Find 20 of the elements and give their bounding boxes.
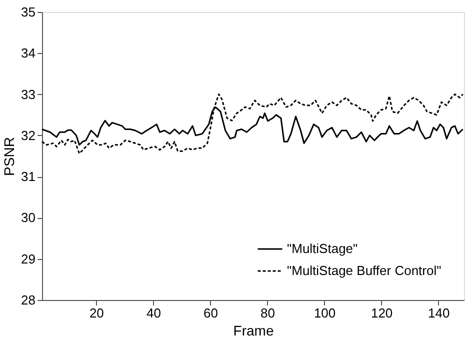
y-tick-label: 29: [21, 251, 36, 266]
y-axis-title: PSNR: [1, 137, 18, 176]
x-tick-label: 100: [314, 306, 336, 320]
y-tick-label: 28: [21, 292, 36, 308]
y-tick-label: 35: [21, 4, 36, 20]
line-series: [41, 94, 464, 154]
x-tick-label: 40: [146, 306, 161, 320]
y-tick-label: 33: [21, 86, 36, 102]
legend-label: "MultiStage Buffer Control": [287, 263, 442, 278]
y-tick-label: 32: [21, 128, 36, 143]
y-tick-label: 31: [21, 169, 36, 184]
x-tick-label: 120: [370, 306, 393, 320]
x-tick-label: 80: [260, 306, 275, 320]
legend-label: "MultiStage": [287, 241, 358, 256]
x-tick-label: 60: [203, 306, 218, 320]
y-tick-label: 30: [21, 210, 36, 226]
x-tick-label: 140: [428, 306, 450, 320]
x-axis-title: Frame: [233, 322, 274, 338]
x-tick-label: 20: [89, 306, 104, 320]
y-tick-label: 34: [21, 46, 36, 61]
